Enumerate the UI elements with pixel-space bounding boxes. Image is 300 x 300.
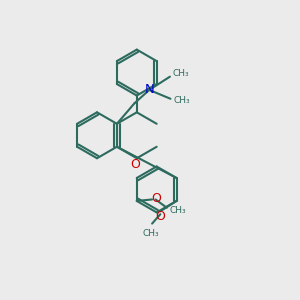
Text: CH₃: CH₃ (173, 69, 190, 78)
Text: CH₃: CH₃ (173, 96, 190, 105)
Text: O: O (155, 210, 165, 223)
Text: CH₃: CH₃ (142, 229, 159, 238)
Text: O: O (152, 192, 161, 206)
Text: CH₃: CH₃ (170, 206, 186, 215)
Text: O: O (130, 158, 140, 171)
Text: N: N (144, 83, 154, 96)
